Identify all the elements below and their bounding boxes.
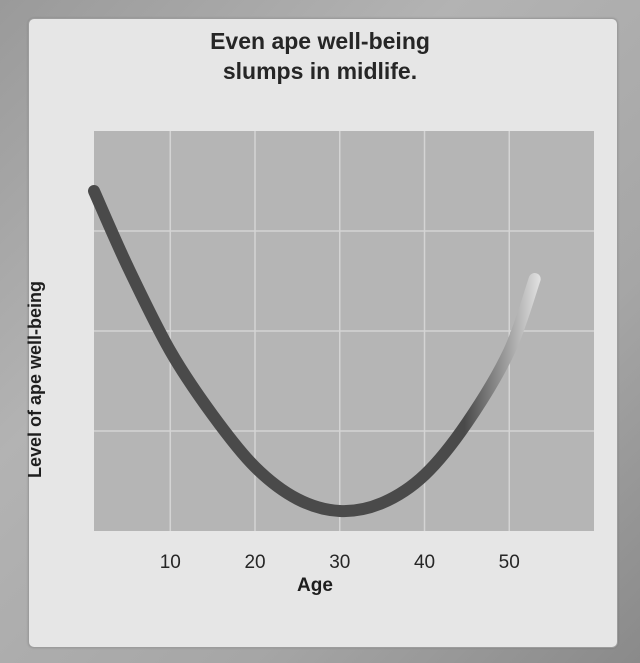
- chart-title-line-1: Even ape well-being: [210, 28, 430, 54]
- chart-title: Even ape well-being slumps in midlife.: [0, 26, 640, 86]
- y-axis-label: Level of ape well-being: [25, 280, 45, 478]
- x-tick-label-10: 10: [160, 552, 181, 573]
- chart-title-line-2: slumps in midlife.: [222, 58, 418, 84]
- grid-lines: [94, 131, 594, 531]
- x-tick-label-40: 40: [414, 552, 435, 573]
- x-tick-labels: 10 20 30 40 50: [160, 552, 520, 573]
- x-tick-label-20: 20: [244, 552, 265, 573]
- series-line: [88, 185, 541, 518]
- x-tick-label-30: 30: [329, 552, 350, 573]
- x-axis-label: Age: [297, 575, 333, 596]
- x-tick-label-50: 50: [499, 552, 520, 573]
